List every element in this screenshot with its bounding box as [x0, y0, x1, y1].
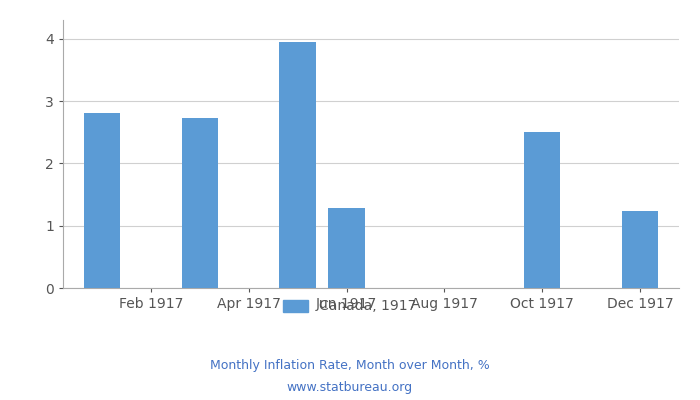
Text: www.statbureau.org: www.statbureau.org: [287, 382, 413, 394]
Legend: Canada, 1917: Canada, 1917: [278, 294, 422, 319]
Bar: [524, 132, 561, 288]
Bar: [84, 114, 120, 288]
Bar: [328, 208, 365, 288]
Text: Monthly Inflation Rate, Month over Month, %: Monthly Inflation Rate, Month over Month…: [210, 360, 490, 372]
Bar: [181, 118, 218, 288]
Bar: [279, 42, 316, 288]
Bar: [622, 211, 658, 288]
